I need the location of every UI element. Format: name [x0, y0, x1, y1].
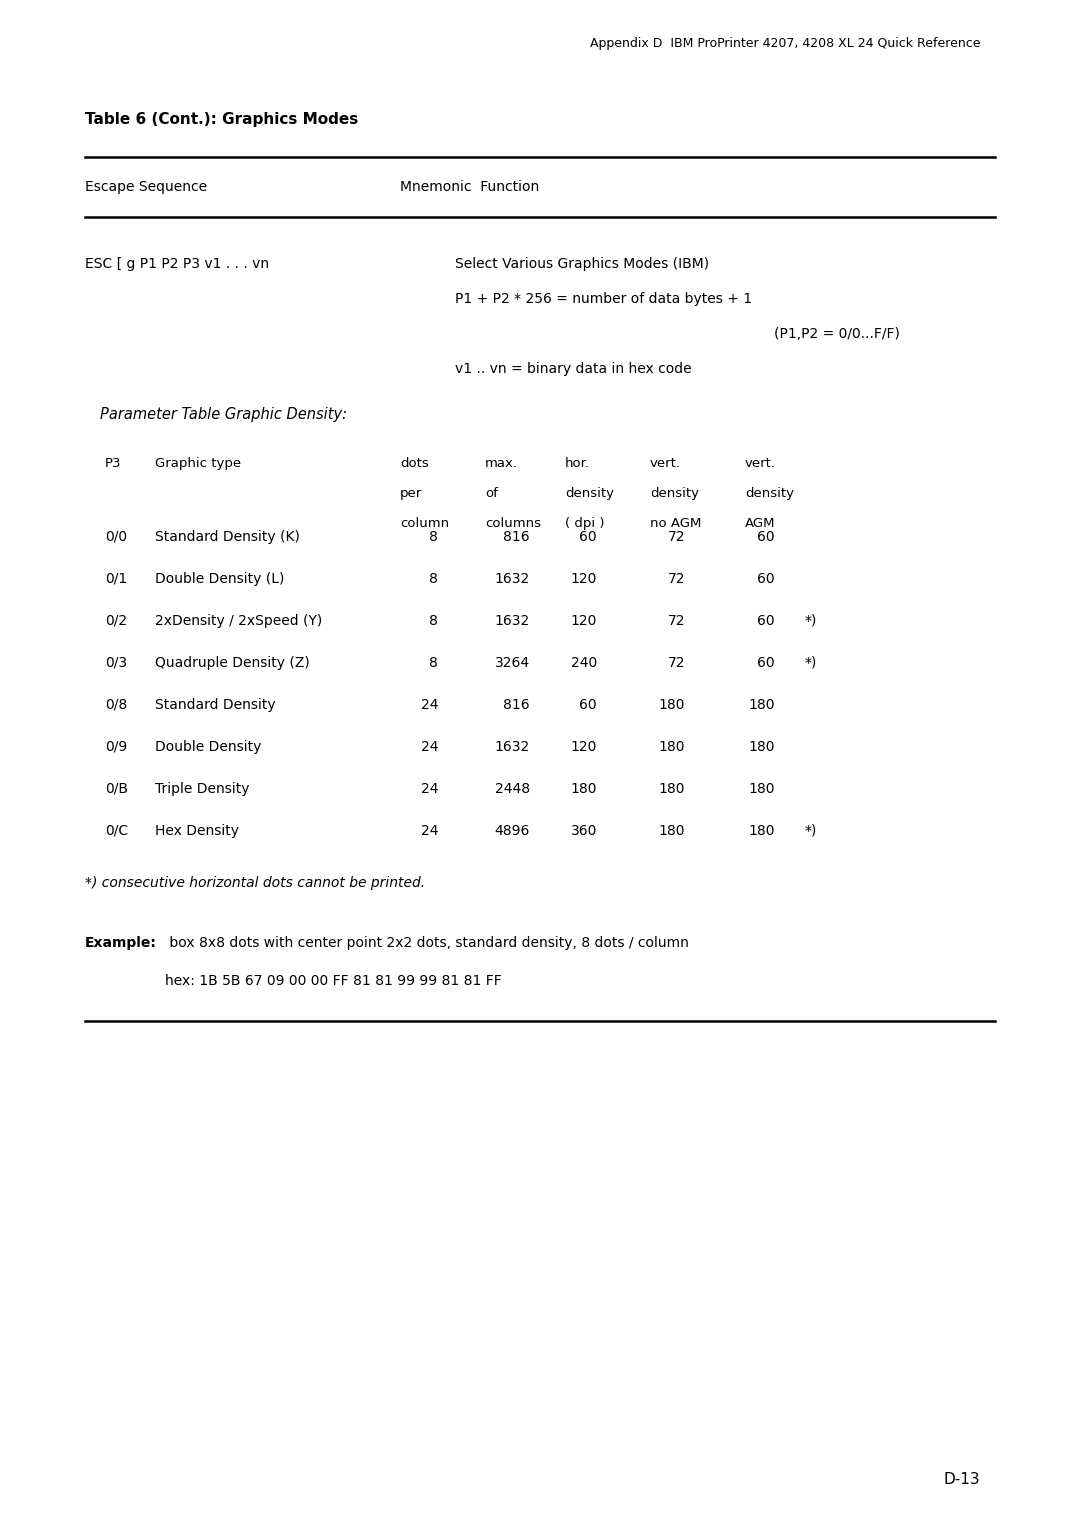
Text: 72: 72 — [667, 572, 685, 586]
Text: Escape Sequence: Escape Sequence — [85, 180, 207, 193]
Text: 8: 8 — [429, 656, 438, 670]
Text: box 8x8 dots with center point 2x2 dots, standard density, 8 dots / column: box 8x8 dots with center point 2x2 dots,… — [165, 936, 689, 950]
Text: 0/8: 0/8 — [105, 699, 127, 712]
Text: 120: 120 — [570, 613, 597, 629]
Text: Example:: Example: — [85, 936, 157, 950]
Text: 180: 180 — [659, 823, 685, 839]
Text: *): *) — [805, 823, 818, 839]
Text: 8: 8 — [429, 530, 438, 543]
Text: 1632: 1632 — [495, 572, 530, 586]
Text: density: density — [565, 487, 615, 501]
Text: 180: 180 — [748, 782, 775, 796]
Text: Appendix D  IBM ProPrinter 4207, 4208 XL 24 Quick Reference: Appendix D IBM ProPrinter 4207, 4208 XL … — [590, 37, 980, 50]
Text: 2xDensity / 2xSpeed (Y): 2xDensity / 2xSpeed (Y) — [156, 613, 322, 629]
Text: 180: 180 — [748, 823, 775, 839]
Text: max.: max. — [485, 457, 518, 470]
Text: Standard Density (K): Standard Density (K) — [156, 530, 300, 543]
Text: 180: 180 — [748, 740, 775, 753]
Text: 240: 240 — [570, 656, 597, 670]
Text: 1632: 1632 — [495, 740, 530, 753]
Text: 0/3: 0/3 — [105, 656, 127, 670]
Text: 24: 24 — [420, 782, 438, 796]
Text: 24: 24 — [420, 823, 438, 839]
Text: 60: 60 — [757, 613, 775, 629]
Text: 816: 816 — [503, 699, 530, 712]
Text: 1632: 1632 — [495, 613, 530, 629]
Text: D-13: D-13 — [943, 1472, 980, 1487]
Text: AGM: AGM — [745, 517, 775, 530]
Text: no AGM: no AGM — [650, 517, 701, 530]
Text: P1 + P2 * 256 = number of data bytes + 1: P1 + P2 * 256 = number of data bytes + 1 — [455, 292, 752, 306]
Text: *): *) — [805, 656, 818, 670]
Text: density: density — [650, 487, 699, 501]
Text: Parameter Table Graphic Density:: Parameter Table Graphic Density: — [100, 406, 347, 422]
Text: 72: 72 — [667, 613, 685, 629]
Text: 60: 60 — [757, 530, 775, 543]
Text: *) consecutive horizontal dots cannot be printed.: *) consecutive horizontal dots cannot be… — [85, 877, 426, 890]
Text: Mnemonic  Function: Mnemonic Function — [400, 180, 539, 193]
Text: vert.: vert. — [745, 457, 777, 470]
Text: v1 .. vn = binary data in hex code: v1 .. vn = binary data in hex code — [455, 362, 691, 376]
Text: 72: 72 — [667, 656, 685, 670]
Text: Select Various Graphics Modes (IBM): Select Various Graphics Modes (IBM) — [455, 257, 710, 271]
Text: columns: columns — [485, 517, 541, 530]
Text: 60: 60 — [757, 656, 775, 670]
Text: 120: 120 — [570, 740, 597, 753]
Text: 0/2: 0/2 — [105, 613, 127, 629]
Text: 180: 180 — [659, 740, 685, 753]
Text: 0/0: 0/0 — [105, 530, 127, 543]
Text: 816: 816 — [503, 530, 530, 543]
Text: vert.: vert. — [650, 457, 681, 470]
Text: 8: 8 — [429, 572, 438, 586]
Text: of: of — [485, 487, 498, 501]
Text: 72: 72 — [667, 530, 685, 543]
Text: 60: 60 — [579, 699, 597, 712]
Text: hor.: hor. — [565, 457, 590, 470]
Text: 3264: 3264 — [495, 656, 530, 670]
Text: 60: 60 — [579, 530, 597, 543]
Text: 120: 120 — [570, 572, 597, 586]
Text: hex: 1B 5B 67 09 00 00 FF 81 81 99 99 81 81 FF: hex: 1B 5B 67 09 00 00 FF 81 81 99 99 81… — [165, 974, 502, 988]
Text: 0/1: 0/1 — [105, 572, 127, 586]
Text: 8: 8 — [429, 613, 438, 629]
Text: (P1,P2 = 0/0...F/F): (P1,P2 = 0/0...F/F) — [774, 327, 900, 341]
Text: 360: 360 — [570, 823, 597, 839]
Text: Table 6 (Cont.): Graphics Modes: Table 6 (Cont.): Graphics Modes — [85, 113, 359, 126]
Text: Double Density (L): Double Density (L) — [156, 572, 284, 586]
Text: P3: P3 — [105, 457, 121, 470]
Text: density: density — [745, 487, 794, 501]
Text: Graphic type: Graphic type — [156, 457, 241, 470]
Text: Hex Density: Hex Density — [156, 823, 239, 839]
Text: 180: 180 — [570, 782, 597, 796]
Text: 180: 180 — [659, 699, 685, 712]
Text: 180: 180 — [748, 699, 775, 712]
Text: 0/C: 0/C — [105, 823, 129, 839]
Text: 24: 24 — [420, 740, 438, 753]
Text: 2448: 2448 — [495, 782, 530, 796]
Text: 0/9: 0/9 — [105, 740, 127, 753]
Text: *): *) — [805, 613, 818, 629]
Text: dots: dots — [400, 457, 429, 470]
Text: 0/B: 0/B — [105, 782, 129, 796]
Text: 180: 180 — [659, 782, 685, 796]
Text: 24: 24 — [420, 699, 438, 712]
Text: ESC [ g P1 P2 P3 v1 . . . vn: ESC [ g P1 P2 P3 v1 . . . vn — [85, 257, 269, 271]
Text: 60: 60 — [757, 572, 775, 586]
Text: Triple Density: Triple Density — [156, 782, 249, 796]
Text: per: per — [400, 487, 422, 501]
Text: Standard Density: Standard Density — [156, 699, 275, 712]
Text: 4896: 4896 — [495, 823, 530, 839]
Text: Double Density: Double Density — [156, 740, 261, 753]
Text: Quadruple Density (Z): Quadruple Density (Z) — [156, 656, 310, 670]
Text: ( dpi ): ( dpi ) — [565, 517, 605, 530]
Text: column: column — [400, 517, 449, 530]
